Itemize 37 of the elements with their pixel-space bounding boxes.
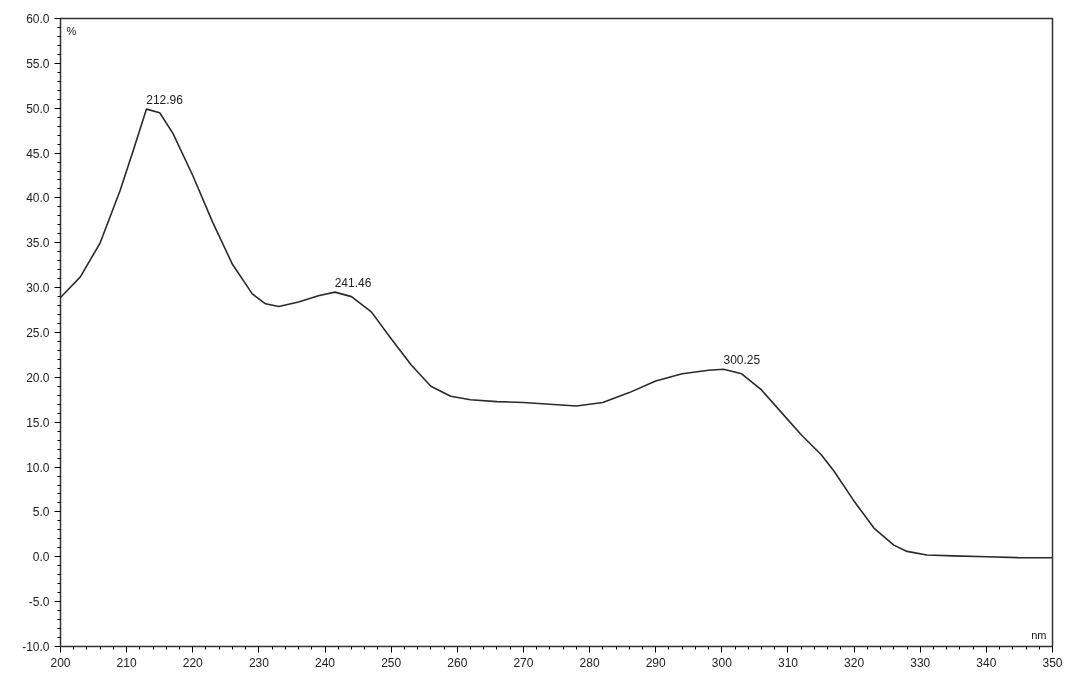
y-axis-title: % — [66, 24, 77, 37]
x-tick-label: 330 — [910, 655, 931, 670]
line-series — [60, 108, 1053, 559]
x-tick-label: 250 — [381, 655, 402, 670]
x-tick-label: 300 — [711, 655, 733, 670]
y-tick-label: 30.0 — [26, 281, 50, 296]
y-tick-label: 50.0 — [26, 101, 50, 116]
y-tick-label: 15.0 — [26, 415, 50, 430]
x-tick-label: 270 — [513, 655, 534, 670]
y-tick-label: 55.0 — [26, 56, 50, 71]
y-tick-label: 35.0 — [26, 236, 50, 251]
x-tick-label: 280 — [579, 655, 600, 670]
x-tick-label: 290 — [645, 655, 667, 670]
y-tick-label: -5.0 — [28, 595, 50, 610]
x-tick-label: 340 — [976, 655, 997, 670]
y-tick-label: 0.0 — [32, 550, 50, 565]
x-tick-label: 210 — [116, 655, 137, 670]
x-tick-label: 200 — [50, 655, 71, 670]
x-tick-label: 350 — [1042, 655, 1063, 670]
y-tick-label: 40.0 — [26, 191, 50, 206]
x-tick-label: 230 — [248, 655, 270, 670]
y-tick-label: 10.0 — [26, 460, 50, 475]
x-tick-label: 240 — [315, 655, 336, 670]
y-tick-label: 20.0 — [26, 370, 50, 385]
x-tick-label: 320 — [844, 655, 865, 670]
y-tick-label: 60.0 — [26, 12, 50, 26]
x-tick-label: 260 — [447, 655, 468, 670]
y-tick-label: 5.0 — [32, 505, 50, 520]
y-tick-label: 45.0 — [26, 146, 50, 161]
annotation: 212.96 — [146, 93, 184, 108]
y-tick-label: 25.0 — [26, 326, 50, 340]
y-tick-label: -10.0 — [22, 640, 50, 654]
x-tick-label: 310 — [777, 655, 799, 670]
x-tick-label: 220 — [182, 655, 204, 670]
x-axis-title: nm — [1031, 628, 1047, 641]
annotation: 300.25 — [723, 353, 761, 368]
annotation: 241.46 — [334, 276, 372, 291]
